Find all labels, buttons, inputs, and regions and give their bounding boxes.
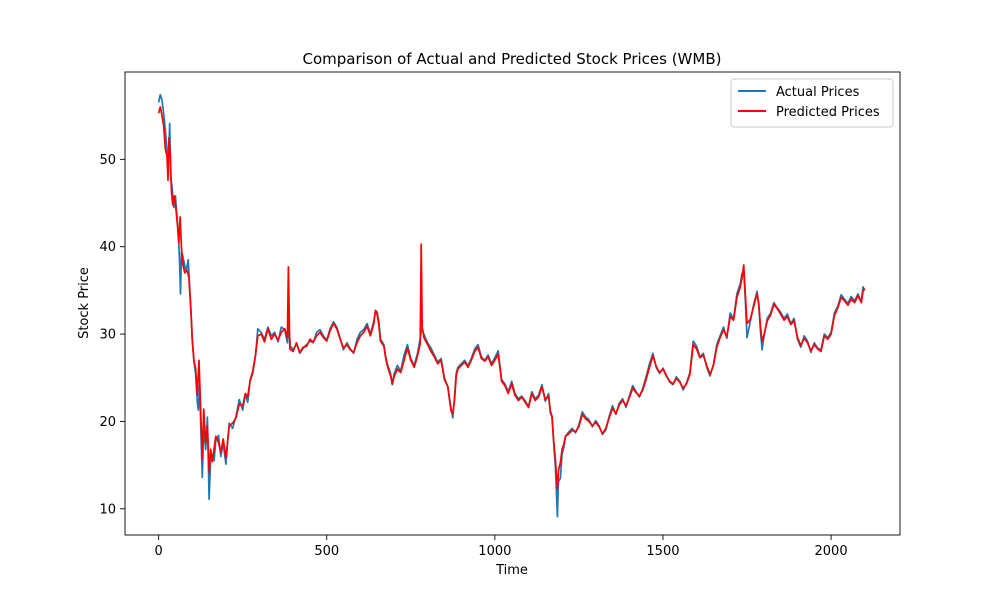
- plot-area: [124, 71, 901, 536]
- series-layer: [157, 93, 866, 518]
- y-tick-label: 50: [99, 153, 116, 168]
- y-tick-label: 20: [99, 415, 116, 430]
- legend-label-predicted: Predicted Prices: [776, 105, 880, 120]
- chart-title: Comparison of Actual and Predicted Stock…: [303, 50, 722, 68]
- y-tick-label: 30: [99, 328, 116, 343]
- legend-label-actual: Actual Prices: [776, 85, 860, 100]
- y-tick-label: 10: [99, 502, 116, 517]
- y-tick-label: 40: [99, 240, 116, 255]
- legend-box: [730, 78, 894, 128]
- x-axis-label: Time: [495, 563, 528, 578]
- x-tick-label: 1000: [478, 544, 511, 559]
- plot-background: [125, 72, 900, 535]
- x-tick-label: 500: [314, 544, 339, 559]
- x-axis: 0 500 1000 1500 2000: [154, 535, 848, 559]
- series-line-predicted: [157, 106, 866, 490]
- x-tick-label: 0: [154, 544, 162, 559]
- x-tick-label: 1500: [646, 544, 679, 559]
- x-tick-label: 2000: [815, 544, 848, 559]
- plot-frame: [124, 71, 901, 536]
- legend: Actual Prices Predicted Prices: [730, 78, 894, 128]
- y-axis: 10 20 30 40 50: [99, 153, 125, 517]
- y-axis-label: Stock Price: [77, 267, 92, 339]
